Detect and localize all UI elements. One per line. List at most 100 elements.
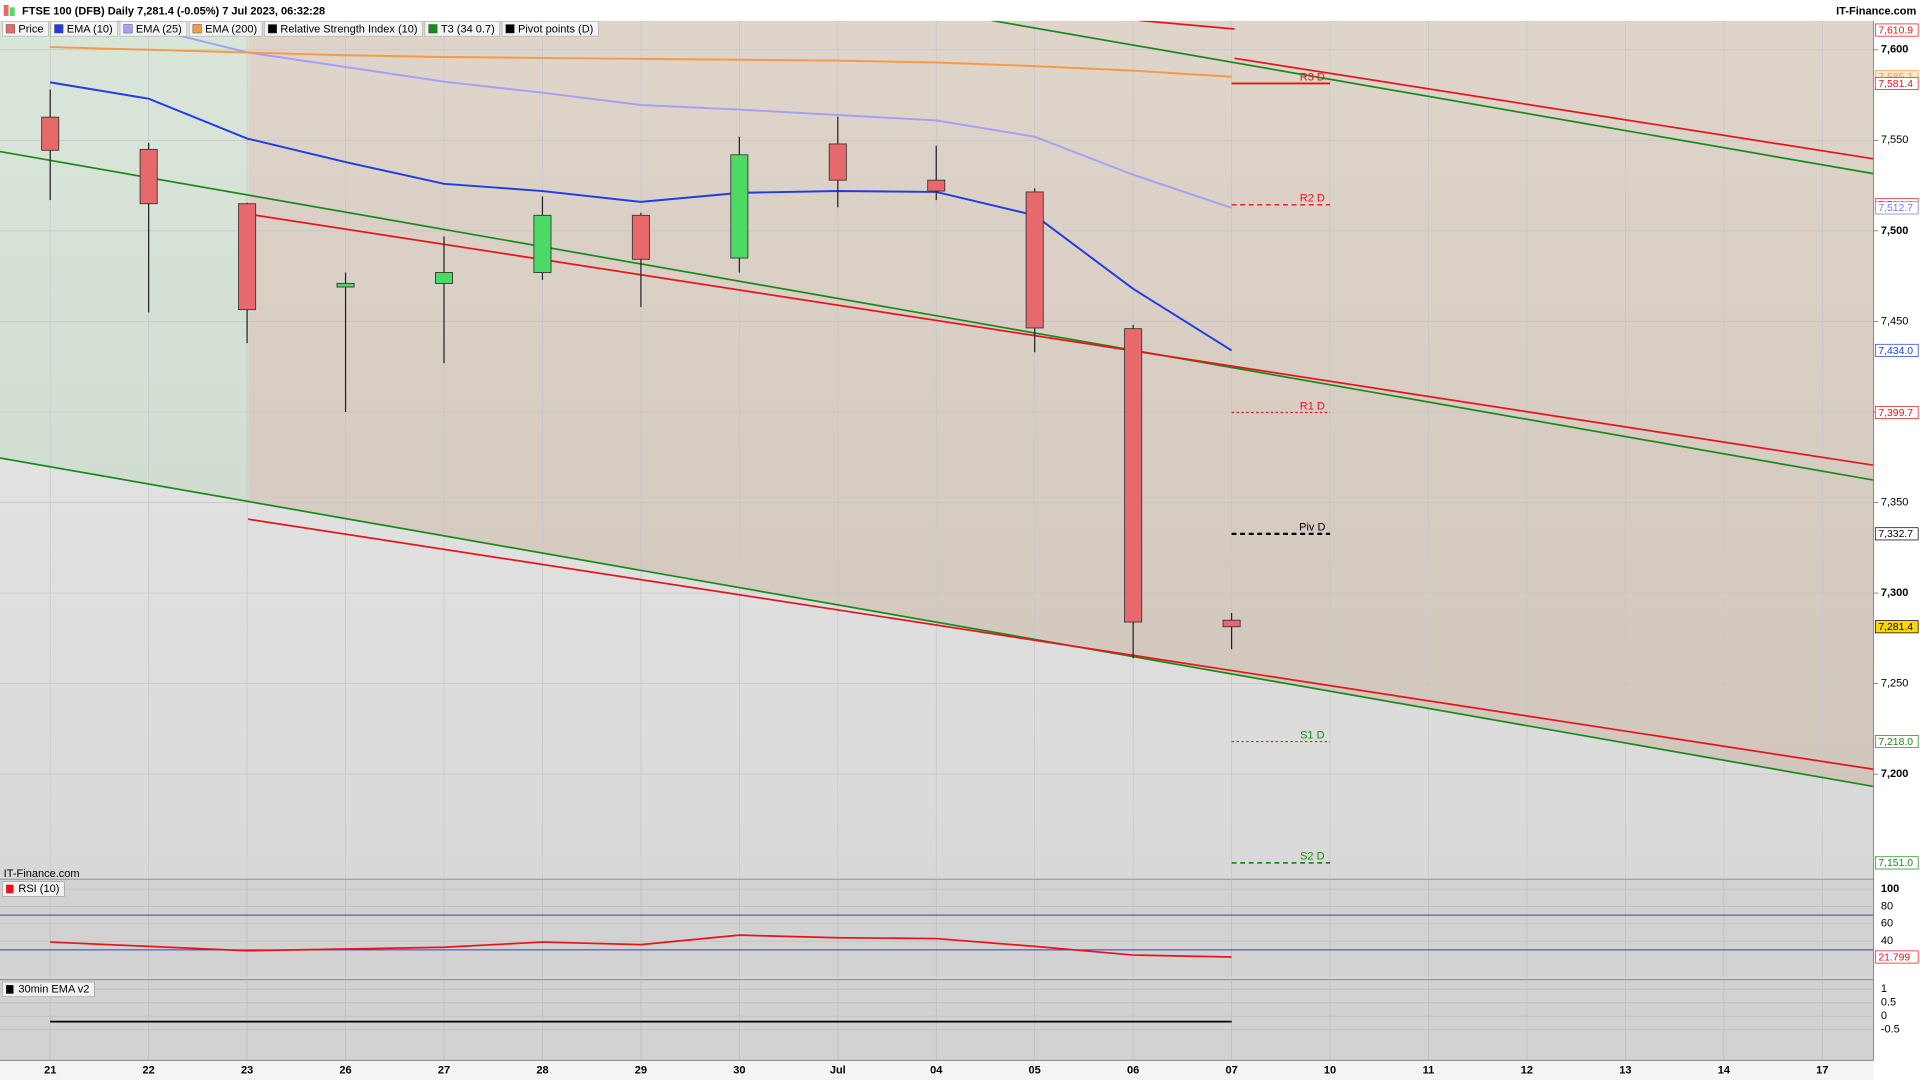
candle-body (41, 116, 60, 151)
x-tick-label: 05 (1029, 1065, 1041, 1077)
y-tick-label: 7,200 (1881, 768, 1909, 780)
price-tag-label: 7,281.4 (1878, 622, 1913, 633)
legend-swatch (428, 24, 438, 34)
lower-panels: RSI (10) 30min EMA v2 (0, 878, 1920, 1061)
candle-body (533, 214, 552, 273)
x-tick-label: 28 (536, 1065, 548, 1077)
x-tick-label: Jul (830, 1065, 846, 1077)
legend-label: EMA (200) (205, 23, 257, 35)
pivot-label: R1 D (1300, 400, 1325, 412)
y-tick-label: 7,500 (1881, 225, 1909, 237)
y-tick-label: -0.5 (1881, 1024, 1900, 1036)
pivot-label: R2 D (1300, 193, 1325, 205)
y-tick-label: 7,350 (1881, 496, 1909, 508)
y-tick-label: 0 (1881, 1010, 1887, 1022)
logo-icon (3, 4, 9, 16)
y-tick-label: 0.5 (1881, 997, 1896, 1009)
candle-body (238, 203, 257, 311)
y-tick-label: 1 (1881, 983, 1887, 995)
panel-title: RSI (10) (18, 883, 59, 895)
legend-swatch (54, 24, 64, 34)
channel-line (0, 457, 1874, 788)
candle-body (631, 214, 650, 260)
legend-box (188, 21, 263, 37)
panel-icon (6, 884, 14, 894)
x-tick-label: 30 (733, 1065, 745, 1077)
price-tag-label: 7,512.7 (1878, 203, 1913, 214)
price-tag (1874, 735, 1919, 749)
right-axis-bg (1873, 20, 1920, 1080)
price-tag-label: 7,399.7 (1878, 408, 1913, 419)
panel-title: 30min EMA v2 (18, 983, 89, 995)
logo-icon (9, 7, 15, 16)
channel-line (1234, 57, 1874, 160)
legend-label: EMA (10) (67, 23, 113, 35)
y-tick-label: 7,550 (1881, 134, 1909, 146)
x-tick-label: 04 (930, 1065, 943, 1077)
y-tick-label: 80 (1881, 900, 1893, 912)
indicator-line (50, 934, 1232, 958)
legend: Price EMA (10) EMA (25) EMA (200) Relative S… (2, 21, 599, 37)
y-tick-label: 60 (1881, 918, 1893, 930)
price-tag (1874, 343, 1919, 357)
pivot-label: S1 D (1300, 729, 1325, 741)
site-name: IT-Finance.com (1836, 6, 1916, 18)
legend-label: Relative Strength Index (10) (280, 23, 417, 35)
legend-swatch (123, 24, 133, 34)
x-tick-label: 27 (438, 1065, 450, 1077)
legend-swatch (192, 24, 202, 34)
x-axis-bg (0, 1060, 1874, 1080)
candle-body (435, 272, 454, 284)
candle-body (1124, 328, 1143, 623)
y-tick-label: 7,300 (1881, 587, 1909, 599)
price-tag (1874, 406, 1919, 420)
price-tag-label: 7,332.7 (1878, 529, 1913, 540)
panel-icon (6, 985, 14, 994)
legend-swatch (5, 24, 15, 34)
y-tick-label: 7,600 (1881, 44, 1909, 56)
shading (0, 20, 1874, 787)
legend-box (424, 21, 500, 37)
x-tick-label: 29 (635, 1065, 647, 1077)
x-tick-label: 11 (1423, 1065, 1435, 1077)
panel-title-box (2, 981, 95, 998)
price-tag (1874, 620, 1919, 634)
x-tick-label: 14 (1718, 1065, 1731, 1077)
legend-box (50, 21, 118, 37)
channel-shade-left (0, 20, 249, 502)
pivot-label: Piv D (1299, 522, 1325, 534)
panel-title-box (2, 881, 65, 897)
watermark: IT-Finance.com (4, 868, 80, 880)
y-tick-label: 40 (1881, 935, 1893, 947)
legend-box (119, 21, 188, 37)
x-tick-label: 23 (241, 1065, 253, 1077)
x-tick-label: 22 (143, 1065, 155, 1077)
x-tick-label: 17 (1816, 1065, 1828, 1077)
panel-background (0, 979, 1874, 1061)
pivot-label: S2 D (1300, 851, 1325, 863)
channel-line (247, 213, 1874, 467)
x-tick-label: 26 (339, 1065, 351, 1077)
legend-label: Price (18, 23, 43, 35)
x-tick-label: 06 (1127, 1065, 1139, 1077)
y-tick-label: 7,250 (1881, 678, 1909, 690)
legend-swatch (267, 24, 277, 34)
candle-body (336, 282, 355, 288)
price-tag-label: 7,581.4 (1878, 79, 1913, 90)
axes: 21 22 23 26 27 28 29 30 Jul 04 05 06 07 10 11 12 13 14 177… (44, 23, 1919, 1077)
candle-body (927, 179, 946, 192)
price-tag-label: 7,610.9 (1878, 25, 1913, 36)
x-tick-label: 10 (1324, 1065, 1336, 1077)
ema-line (50, 46, 1232, 78)
value-tag (1874, 950, 1919, 964)
channel-shade (248, 20, 1874, 787)
value-tag-label: 21.799 (1878, 952, 1910, 963)
channel-line (247, 518, 1874, 771)
legend-label: EMA (25) (136, 23, 182, 35)
legend-box (501, 21, 599, 37)
channel-line (0, 150, 1874, 481)
price-tag (1874, 527, 1919, 541)
